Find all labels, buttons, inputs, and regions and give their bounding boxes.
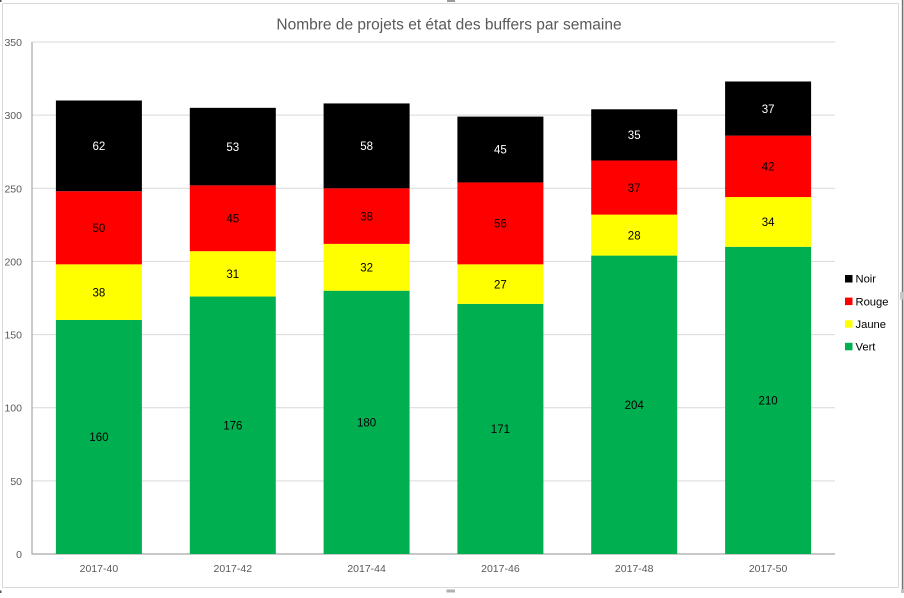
svg-text:Noir: Noir: [856, 274, 877, 286]
svg-text:250: 250: [4, 183, 22, 195]
svg-text:200: 200: [4, 256, 22, 268]
svg-text:Vert: Vert: [856, 342, 877, 354]
svg-text:2017-44: 2017-44: [347, 563, 386, 575]
svg-text:Nombre de projets et état des: Nombre de projets et état des buffers pa…: [276, 16, 621, 33]
svg-text:38: 38: [93, 287, 106, 299]
svg-text:300: 300: [4, 110, 22, 122]
svg-text:150: 150: [4, 330, 22, 342]
svg-text:37: 37: [762, 104, 775, 116]
svg-text:62: 62: [93, 141, 106, 153]
svg-text:171: 171: [491, 424, 510, 436]
svg-text:32: 32: [360, 262, 373, 274]
svg-text:37: 37: [628, 183, 641, 195]
svg-text:204: 204: [625, 400, 645, 412]
svg-text:42: 42: [762, 162, 775, 174]
svg-text:0: 0: [16, 549, 22, 561]
svg-text:2017-48: 2017-48: [615, 563, 654, 575]
svg-text:160: 160: [89, 432, 108, 444]
svg-text:2017-46: 2017-46: [481, 563, 520, 575]
svg-text:35: 35: [628, 130, 641, 142]
svg-text:27: 27: [494, 279, 507, 291]
svg-text:45: 45: [494, 145, 507, 157]
svg-text:28: 28: [628, 230, 641, 242]
svg-text:Rouge: Rouge: [856, 296, 889, 308]
svg-text:58: 58: [360, 141, 373, 153]
svg-text:350: 350: [4, 37, 22, 49]
svg-text:2017-50: 2017-50: [749, 563, 788, 575]
svg-text:45: 45: [226, 213, 239, 225]
svg-text:2017-42: 2017-42: [214, 563, 253, 575]
svg-text:Jaune: Jaune: [856, 319, 886, 331]
svg-text:38: 38: [360, 211, 373, 223]
svg-text:50: 50: [93, 223, 106, 235]
svg-text:176: 176: [223, 420, 242, 432]
svg-text:2017-40: 2017-40: [80, 563, 119, 575]
svg-text:210: 210: [759, 396, 778, 408]
svg-text:100: 100: [4, 403, 22, 415]
svg-text:50: 50: [10, 476, 22, 488]
svg-text:53: 53: [226, 142, 239, 154]
svg-text:180: 180: [357, 418, 376, 430]
svg-text:31: 31: [226, 269, 239, 281]
svg-text:34: 34: [762, 217, 775, 229]
svg-text:56: 56: [494, 219, 507, 231]
